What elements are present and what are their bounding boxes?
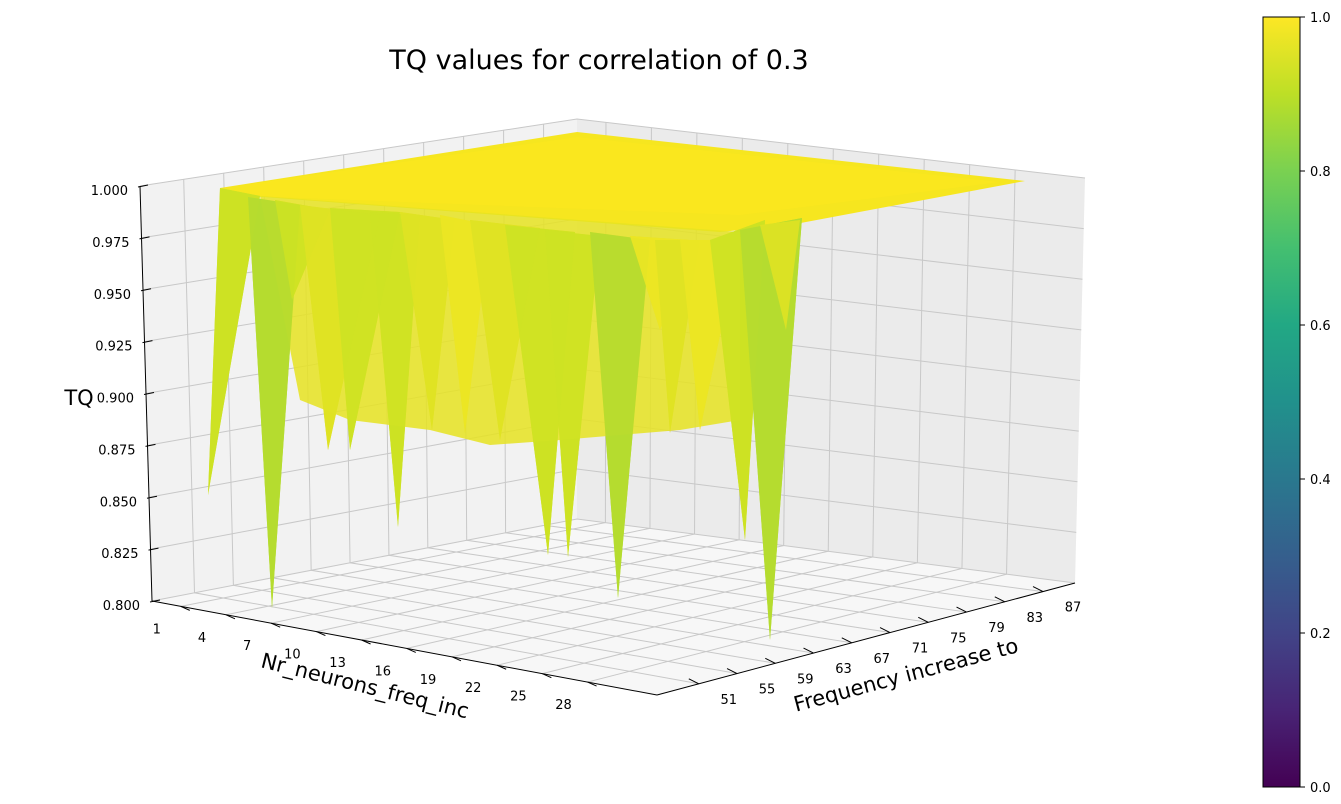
x-tick-label: 71 bbox=[912, 642, 929, 657]
surface-dip-front bbox=[545, 230, 600, 557]
z-tick-mark bbox=[139, 236, 150, 240]
colorbar-tick-label: 0.4 bbox=[1310, 473, 1331, 488]
colorbar-tick-label: 0.6 bbox=[1310, 319, 1331, 334]
x-tick-label: 75 bbox=[950, 631, 967, 646]
z-tick-mark bbox=[145, 443, 156, 447]
surface-plateau-top bbox=[250, 137, 1000, 215]
colorbar-tick-label: 0.0 bbox=[1310, 781, 1331, 796]
y-grid-line bbox=[542, 164, 971, 675]
y-tick-label: 10 bbox=[284, 648, 301, 663]
z-tick-label: 0.925 bbox=[95, 340, 132, 355]
x-tick-mark bbox=[918, 616, 929, 623]
x-tick-mark bbox=[879, 627, 891, 634]
z-tick-label: 0.900 bbox=[97, 392, 134, 407]
x-tick-mark bbox=[803, 647, 814, 654]
z-tick-mark bbox=[149, 599, 161, 603]
x-axis-line bbox=[656, 582, 1076, 696]
x-tick-mark bbox=[956, 606, 967, 613]
z-tick-mark bbox=[137, 184, 149, 188]
z-tick-label: 0.800 bbox=[103, 599, 140, 614]
y-tick-mark bbox=[542, 673, 552, 679]
y-grid-line bbox=[587, 169, 1016, 683]
z-grid-line bbox=[150, 468, 1077, 550]
y-tick-mark bbox=[406, 647, 416, 653]
surface-dip-front bbox=[400, 212, 455, 430]
colorbar bbox=[1262, 16, 1301, 788]
z-tick-mark bbox=[143, 392, 155, 395]
z-axis-line bbox=[139, 185, 153, 602]
z-grid-line bbox=[151, 518, 1076, 602]
surface-dip-front bbox=[590, 232, 650, 598]
x-tick-mark bbox=[765, 657, 776, 664]
y-tick-mark bbox=[451, 656, 462, 662]
x-tick-mark bbox=[841, 637, 853, 644]
y-tick-label: 16 bbox=[374, 664, 391, 679]
y-axis-line bbox=[151, 600, 658, 696]
surface-dip-front bbox=[760, 220, 800, 330]
x-tick-label: 59 bbox=[797, 672, 814, 687]
colorbar-ticks: 0.0 0.2 0.4 0.6 0.8 1.0 bbox=[1300, 11, 1331, 796]
y-tick-label: 4 bbox=[198, 631, 206, 646]
axes bbox=[139, 185, 1076, 696]
tick-labels: 0.800 0.825 0.850 0.875 0.900 0.925 0.950 0.975… bbox=[91, 184, 1082, 713]
x-tick-label: 55 bbox=[759, 683, 776, 698]
x-grid-line bbox=[183, 179, 699, 685]
z-tick-label: 0.875 bbox=[98, 443, 135, 458]
y-tick-label: 7 bbox=[243, 639, 251, 654]
y-tick-label: 1 bbox=[153, 622, 161, 637]
x-tick-mark bbox=[1032, 586, 1044, 593]
z-grid-line bbox=[139, 118, 1086, 187]
x-tick-mark bbox=[688, 678, 700, 685]
surface-dip-front bbox=[370, 212, 420, 527]
z-tick-mark bbox=[140, 288, 152, 292]
y-tick-label: 25 bbox=[510, 690, 527, 705]
y-tick-label: 13 bbox=[329, 656, 346, 671]
colorbar-tick-label: 0.8 bbox=[1310, 165, 1331, 180]
z-tick-label: 0.850 bbox=[100, 495, 137, 510]
x-tick-label: 87 bbox=[1065, 601, 1082, 616]
colorbar-tick-label: 0.2 bbox=[1310, 627, 1331, 642]
z-tick-label: 0.975 bbox=[92, 236, 129, 251]
x-tick-label: 83 bbox=[1027, 611, 1044, 626]
y-tick-mark bbox=[361, 639, 371, 645]
tq-surface bbox=[208, 132, 1025, 640]
y-grid-line bbox=[406, 148, 834, 649]
y-tick-label: 19 bbox=[420, 673, 437, 688]
y-grid-line bbox=[451, 154, 880, 658]
surface-dip-front bbox=[208, 188, 260, 495]
z-tick-label: 1.000 bbox=[91, 184, 128, 199]
x-tick-mark bbox=[994, 596, 1005, 603]
y-axis-label: Nr_neurons_freq_inc bbox=[258, 649, 471, 725]
floor-pane bbox=[152, 519, 1075, 695]
z-tick-label: 0.950 bbox=[94, 288, 131, 303]
y-tick-label: 22 bbox=[465, 681, 482, 696]
z-tick-label: 0.825 bbox=[101, 547, 138, 562]
y-grid-line bbox=[497, 159, 925, 666]
x-tick-label: 79 bbox=[988, 621, 1005, 636]
surface-dip-front bbox=[248, 197, 300, 608]
y-tick-mark bbox=[270, 622, 281, 628]
colorbar-tick-label: 1.0 bbox=[1310, 11, 1331, 26]
z-tick-mark bbox=[148, 547, 159, 551]
grid-lines bbox=[139, 118, 1086, 685]
z-tick-mark bbox=[142, 340, 153, 344]
x-tick-label: 67 bbox=[874, 652, 891, 667]
x-tick-mark bbox=[726, 668, 738, 674]
y-tick-mark bbox=[316, 631, 326, 637]
z-tick-mark bbox=[146, 495, 158, 499]
y-tick-mark bbox=[180, 605, 190, 611]
y-tick-mark bbox=[496, 664, 507, 670]
x-tick-label: 51 bbox=[721, 693, 738, 708]
y-tick-label: 28 bbox=[555, 698, 572, 713]
y-tick-mark bbox=[225, 614, 236, 620]
y-tick-mark bbox=[587, 681, 597, 687]
chart-title: TQ values for correlation of 0.3 bbox=[388, 45, 808, 76]
z-axis-label: TQ bbox=[63, 386, 93, 410]
x-tick-label: 63 bbox=[835, 662, 852, 677]
